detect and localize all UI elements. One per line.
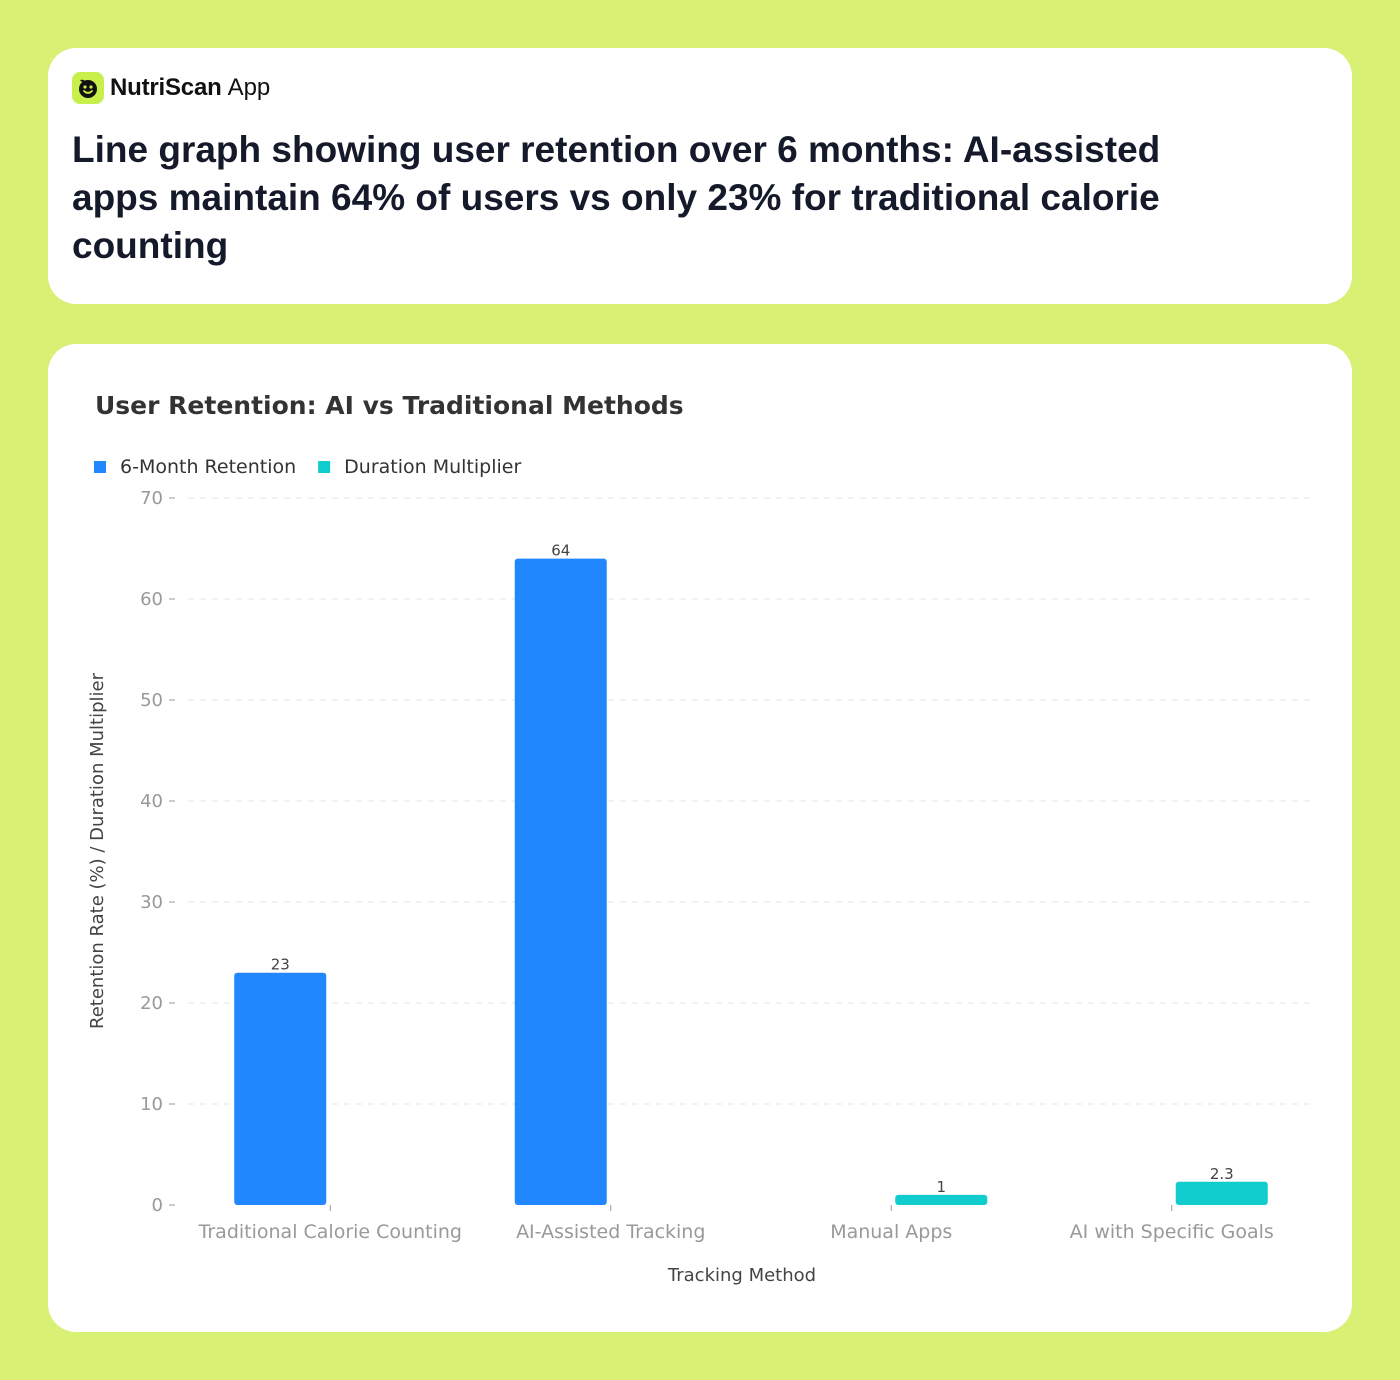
x-tick-label: Manual Apps <box>830 1221 952 1243</box>
y-tick-label: 20 <box>140 993 163 1014</box>
bars: 23 64 1 2.3 <box>234 542 1268 1205</box>
bar-value-label: 64 <box>551 542 570 560</box>
bar <box>895 1194 988 1205</box>
y-tick-label: 30 <box>140 892 163 913</box>
y-tick-label: 0 <box>152 1195 163 1216</box>
y-tick-label: 10 <box>140 1094 163 1115</box>
chart-card: User Retention: AI vs Traditional Method… <box>48 344 1352 1332</box>
bar <box>1175 1181 1268 1205</box>
bar-value-label: 1 <box>936 1178 946 1196</box>
brand-name: NutriScan <box>110 74 222 101</box>
bar <box>234 972 327 1205</box>
brand-suffix: App <box>227 74 271 101</box>
y-tick-label: 70 <box>140 488 163 509</box>
legend-item: Duration Multiplier <box>318 456 521 478</box>
x-axis: Traditional Calorie Counting AI-Assisted … <box>198 1205 1274 1243</box>
bar-value-label: 23 <box>271 956 290 974</box>
x-tick-label: AI-Assisted Tracking <box>516 1221 705 1243</box>
legend-swatch <box>94 461 106 473</box>
x-tick-label: AI with Specific Goals <box>1070 1221 1274 1243</box>
legend-swatch <box>318 461 331 473</box>
legend-item: 6-Month Retention <box>94 456 296 478</box>
headline: Line graph showing user retention over 6… <box>72 129 1161 266</box>
y-tick-label: 40 <box>140 791 163 812</box>
legend-label: 6-Month Retention <box>120 456 296 478</box>
x-tick-label: Traditional Calorie Counting <box>198 1221 462 1243</box>
smiley-leaf-icon <box>72 72 104 104</box>
brand: NutriScan App <box>72 72 270 104</box>
header-card: NutriScan App Line graph showing user re… <box>48 48 1352 304</box>
chart-title: User Retention: AI vs Traditional Method… <box>95 391 684 420</box>
y-tick-label: 60 <box>140 589 163 610</box>
x-axis-label: Tracking Method <box>667 1265 816 1286</box>
y-tick-label: 50 <box>140 690 163 711</box>
legend: 6-Month Retention Duration Multiplier <box>94 456 521 478</box>
y-axis-label: Retention Rate (%) / Duration Multiplier <box>87 672 108 1029</box>
bar-value-label: 2.3 <box>1210 1165 1234 1183</box>
bar-chart: User Retention: AI vs Traditional Method… <box>87 391 1310 1286</box>
y-axis: 0 10 20 30 40 50 60 70 <box>140 488 175 1216</box>
bar <box>514 558 607 1205</box>
legend-label: Duration Multiplier <box>344 456 521 478</box>
grid-lines <box>188 497 1310 1105</box>
